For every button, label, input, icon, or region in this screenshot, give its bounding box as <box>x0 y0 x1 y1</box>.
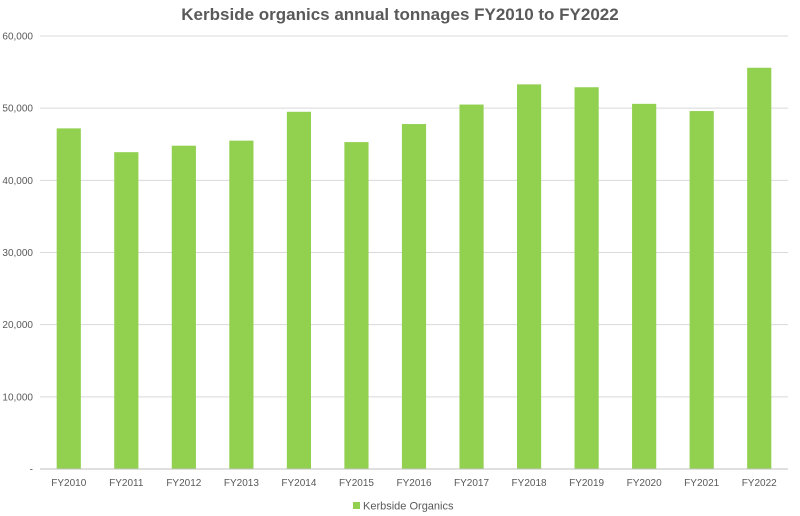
bar <box>286 111 312 470</box>
bar <box>229 140 254 469</box>
bar <box>459 104 484 469</box>
x-tick-label: FY2021 <box>684 478 719 489</box>
x-tick-label: FY2022 <box>742 478 777 489</box>
x-tick-label: FY2012 <box>166 478 201 489</box>
y-tick-label: - <box>30 465 33 476</box>
bar <box>689 111 714 469</box>
x-tick-label: FY2019 <box>569 478 604 489</box>
legend: Kerbside Organics <box>353 501 454 513</box>
x-tick-label: FY2011 <box>109 478 144 489</box>
bar-series <box>56 67 772 470</box>
bar <box>344 142 369 469</box>
x-tick-label: FY2017 <box>454 478 489 489</box>
x-axis-tick-labels: FY2010 FY2011 FY2012 FY2013 FY2014 FY2015 FY20… <box>51 478 777 489</box>
x-tick-label: FY2014 <box>281 478 316 489</box>
bar <box>516 84 542 469</box>
x-tick-label: FY2013 <box>224 478 259 489</box>
y-tick-label: 10,000 <box>2 392 33 403</box>
x-tick-label: FY2015 <box>339 478 374 489</box>
y-tick-label: 20,000 <box>2 320 33 331</box>
chart-title: Kerbside organics annual tonnages FY2010… <box>181 5 618 24</box>
x-tick-label: FY2010 <box>51 478 86 489</box>
legend-swatch <box>353 502 360 509</box>
bar <box>114 152 139 469</box>
bar <box>56 128 81 469</box>
y-axis-tick-labels: - 10,000 20,000 30,000 40,000 50,000 60,000 <box>2 32 33 476</box>
x-tick-label: FY2020 <box>627 478 662 489</box>
y-tick-label: 40,000 <box>2 176 33 187</box>
x-tick-label: FY2016 <box>396 478 431 489</box>
bar <box>171 145 196 469</box>
y-tick-label: 30,000 <box>2 248 33 259</box>
bar <box>747 67 772 470</box>
legend-label: Kerbside Organics <box>363 501 454 513</box>
y-tick-label: 60,000 <box>2 32 33 43</box>
x-tick-label: FY2018 <box>512 478 547 489</box>
bar <box>574 87 599 469</box>
bar <box>632 103 657 469</box>
bar <box>401 124 427 469</box>
y-tick-label: 50,000 <box>2 104 33 115</box>
